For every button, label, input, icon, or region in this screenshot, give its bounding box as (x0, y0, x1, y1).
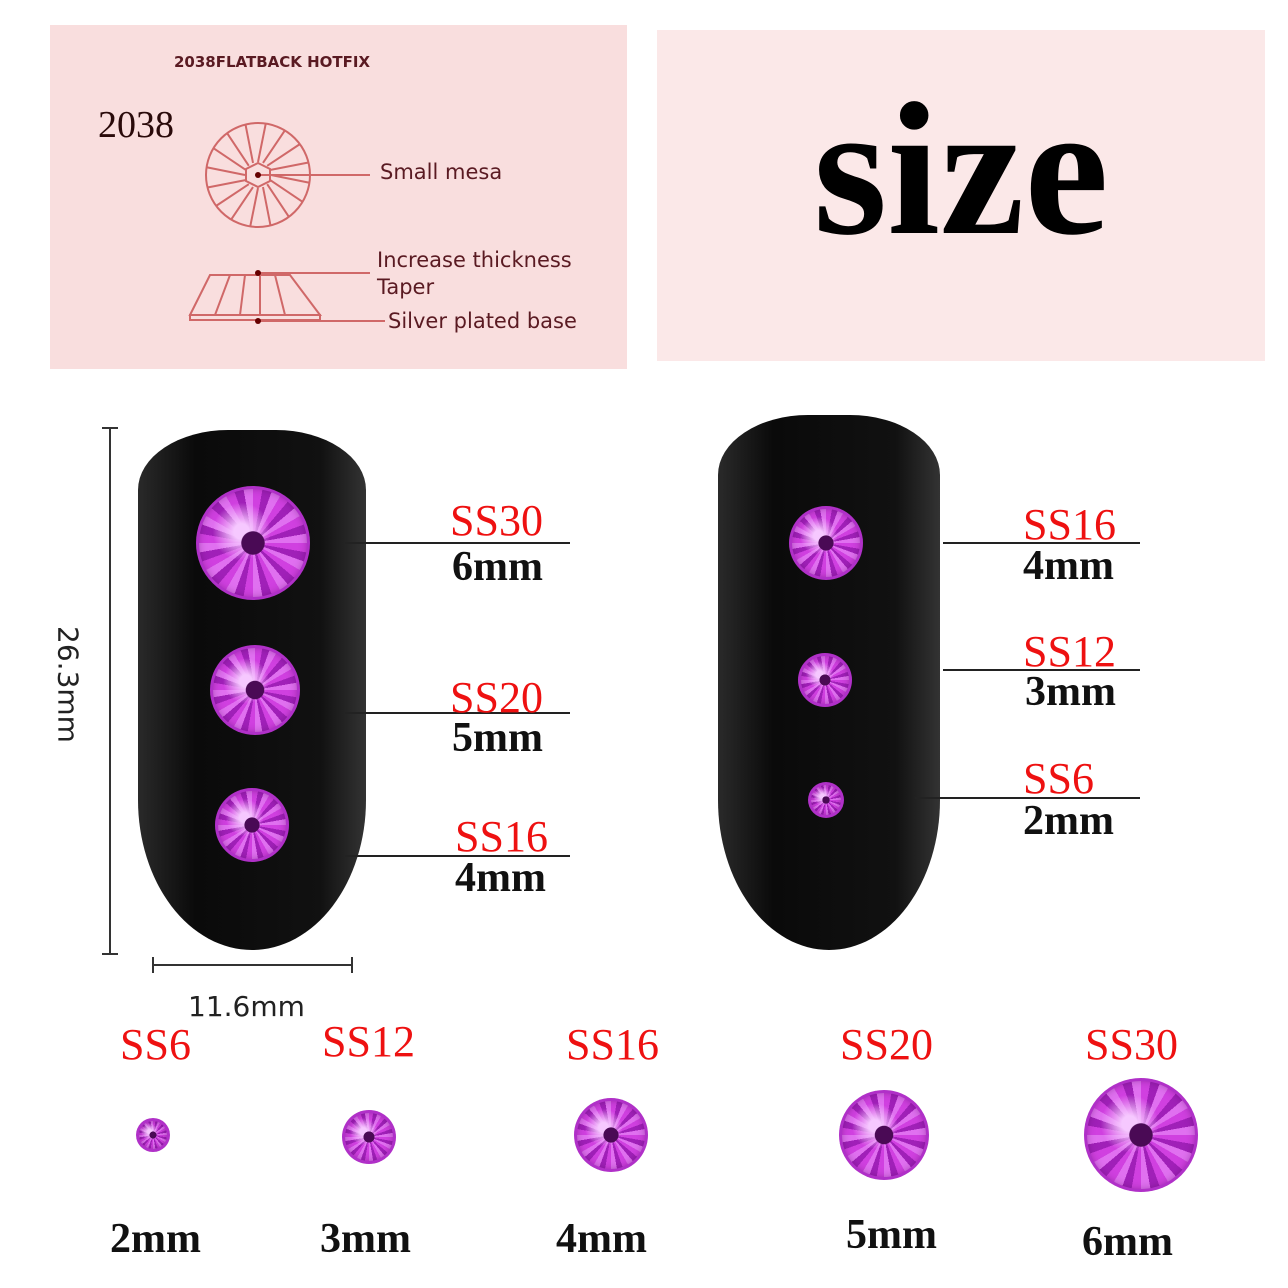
size-code: SS30 (1085, 1020, 1178, 1069)
size-code: SS12 (1023, 627, 1116, 676)
stone-ss20 (210, 645, 300, 735)
label-silver-plated-base: Silver plated base (388, 309, 577, 333)
size-code: SS20 (450, 673, 543, 722)
size-mm: 3mm (1025, 669, 1116, 715)
height-dimension-line (109, 427, 111, 955)
width-dimension-line (153, 964, 352, 966)
leader-line (345, 542, 570, 544)
label-small-mesa: Small mesa (380, 160, 503, 184)
label-increase-thickness: Increase thickness (377, 248, 572, 272)
stone-ss16 (789, 506, 863, 580)
diagram-heading: 2038FLATBACK HOTFIX (174, 53, 371, 71)
size-mm: 3mm (320, 1216, 411, 1262)
stone-ss16 (574, 1098, 648, 1172)
stone-ss12 (798, 653, 852, 707)
stone-ss6 (808, 782, 844, 818)
size-code: SS6 (1023, 754, 1094, 803)
size-code: SS20 (840, 1020, 933, 1069)
leader-line (943, 669, 1140, 671)
size-mm: 4mm (455, 855, 546, 901)
size-mm: 4mm (556, 1216, 647, 1262)
size-mm: 2mm (110, 1216, 201, 1262)
leader-line (915, 797, 1140, 799)
stone-ss20 (839, 1090, 929, 1180)
leader-line (943, 542, 1140, 544)
leader-line (345, 855, 570, 857)
size-mm: 6mm (1082, 1219, 1173, 1265)
stone-ss16 (215, 788, 289, 862)
title-panel: size (657, 30, 1265, 361)
size-mm: 2mm (1023, 798, 1114, 844)
size-mm: 4mm (1023, 543, 1114, 589)
width-tick-left (152, 957, 154, 973)
page-title: size (813, 65, 1109, 275)
diagram-panel: 2038FLATBACK HOTFIX 2038 Small mesa Incr… (50, 25, 627, 369)
stone-ss30 (196, 486, 310, 600)
height-tick-top (102, 427, 118, 429)
rhinestone-diagram (188, 122, 385, 324)
width-tick-right (351, 957, 353, 973)
label-taper: Taper (377, 275, 435, 299)
height-label: 26.3mm (51, 626, 85, 743)
size-mm: 6mm (452, 544, 543, 590)
stone-ss6 (136, 1118, 170, 1152)
size-mm: 5mm (846, 1212, 937, 1258)
model-number: 2038 (98, 104, 174, 146)
stone-ss12 (342, 1110, 396, 1164)
leader-line (345, 712, 570, 714)
size-code: SS12 (322, 1017, 415, 1066)
size-code: SS6 (120, 1020, 191, 1069)
size-code: SS16 (566, 1020, 659, 1069)
size-code: SS16 (1023, 500, 1116, 549)
width-label: 11.6mm (188, 990, 305, 1023)
stone-ss30 (1084, 1078, 1198, 1192)
height-tick-bottom (102, 953, 118, 955)
size-code: SS30 (450, 496, 543, 545)
size-mm: 5mm (452, 715, 543, 761)
size-code: SS16 (455, 812, 548, 861)
